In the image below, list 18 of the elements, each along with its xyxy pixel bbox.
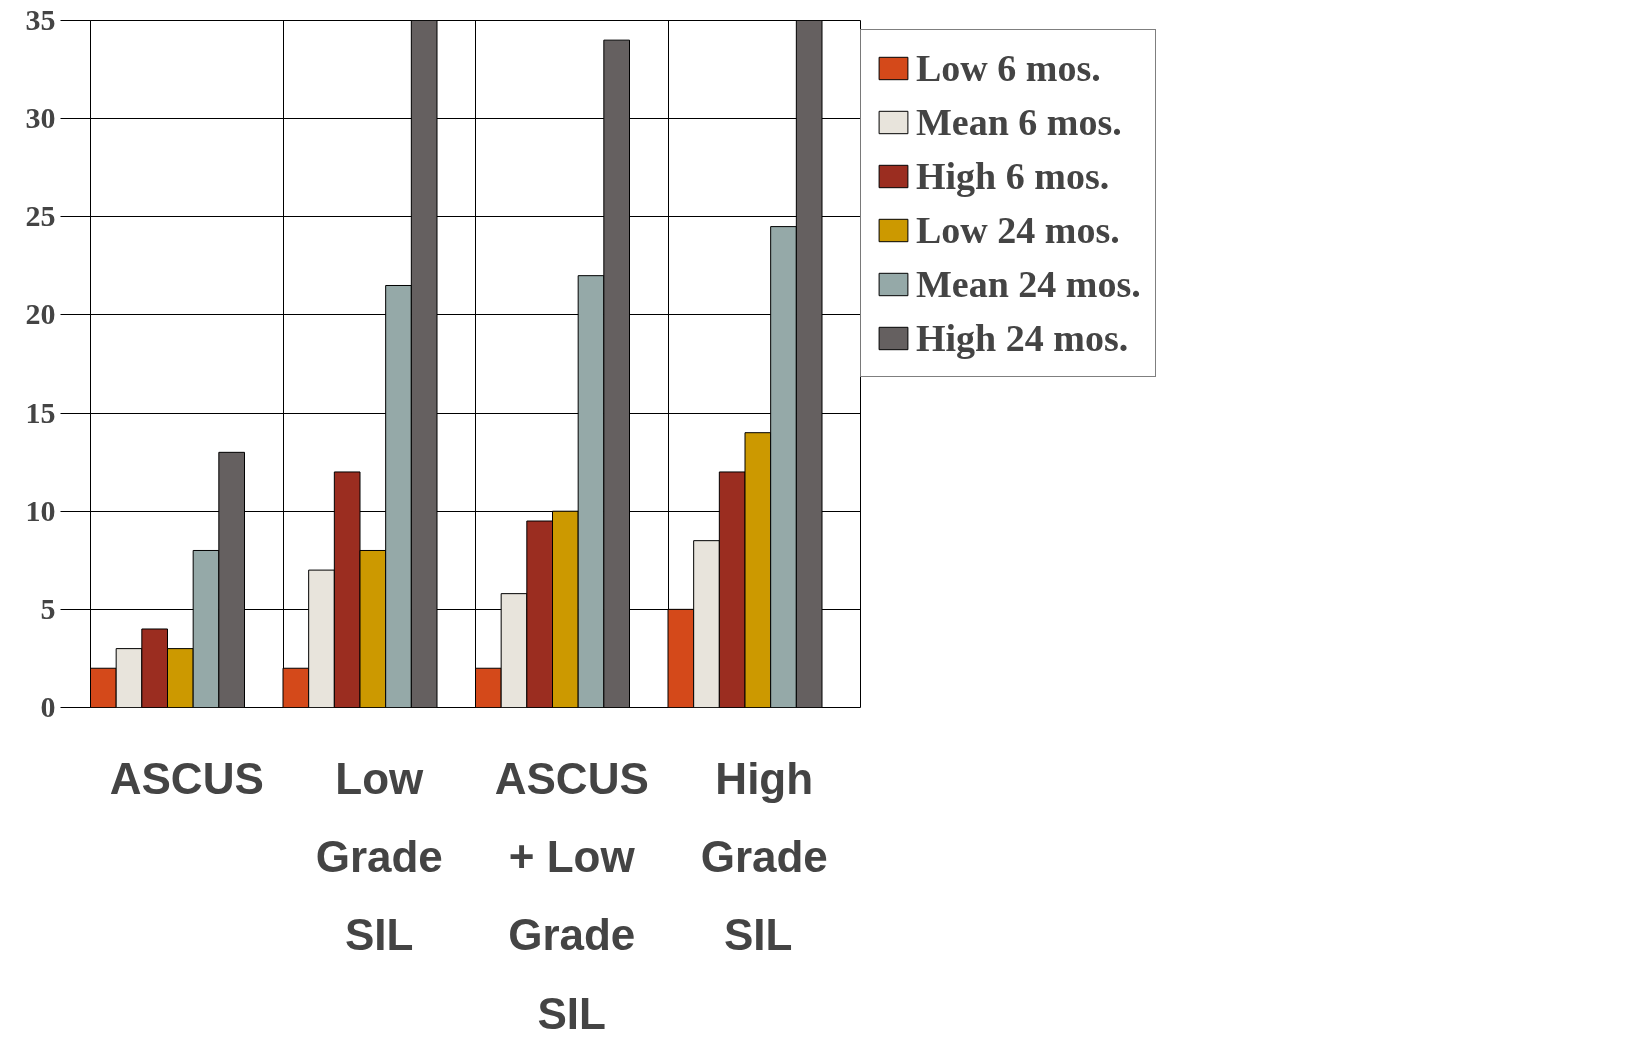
y-tick-label: 5 bbox=[40, 591, 56, 625]
legend-label: High 24 mos. bbox=[916, 316, 1129, 361]
y-tick-label: 35 bbox=[25, 3, 56, 36]
legend-label: High 6 mos. bbox=[916, 154, 1110, 199]
y-tick-label: 30 bbox=[25, 101, 56, 135]
y-tick-label: 0 bbox=[40, 690, 56, 723]
x-tick-label: ASCUS + Low Grade SIL bbox=[494, 753, 649, 1038]
x-tick-label: ASCUS bbox=[109, 753, 264, 803]
legend-label: Low 24 mos. bbox=[916, 208, 1120, 253]
legend-label: Low 6 mos. bbox=[916, 46, 1101, 91]
y-tick-label: 10 bbox=[25, 493, 56, 527]
y-tick-label: 15 bbox=[25, 395, 56, 429]
y-tick-label: 20 bbox=[25, 297, 56, 331]
legend-label: Mean 24 mos. bbox=[916, 262, 1141, 307]
x-tick-label: Low Grade SIL bbox=[315, 753, 443, 960]
x-tick-label: High Grade SIL bbox=[700, 753, 828, 960]
legend-label: Mean 6 mos. bbox=[916, 100, 1122, 145]
y-tick-label: 25 bbox=[25, 199, 56, 233]
